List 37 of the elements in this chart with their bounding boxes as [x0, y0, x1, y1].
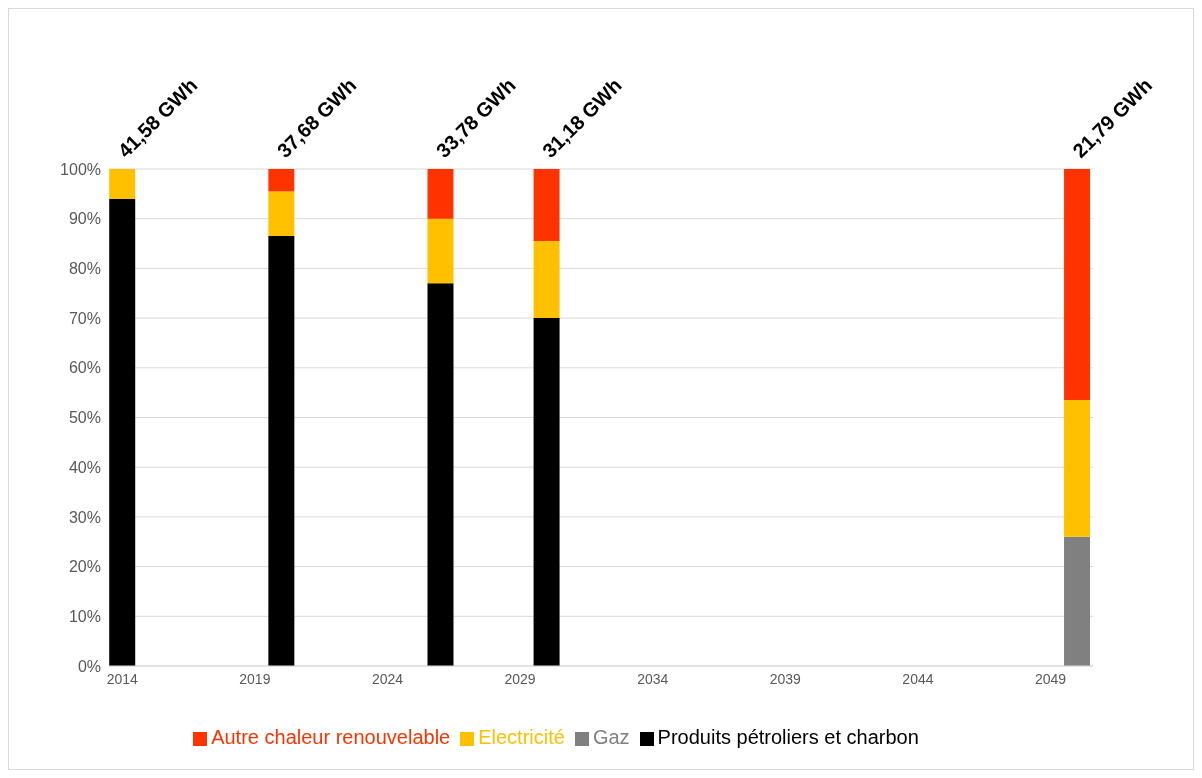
bar	[268, 236, 295, 666]
legend-label: Gaz	[592, 726, 630, 748]
legend-label: Produits pétroliers et charbon	[657, 726, 919, 748]
y-tick-label: 90%	[68, 210, 101, 228]
y-tick-label: 80%	[68, 260, 101, 278]
bar	[427, 169, 454, 219]
bar	[1064, 536, 1091, 666]
bar	[109, 198, 136, 666]
x-tick-label: 2044	[902, 670, 934, 687]
x-tick-label: 2019	[239, 670, 271, 687]
bar	[533, 318, 560, 666]
bar	[533, 241, 560, 319]
y-tick-label: 70%	[68, 309, 101, 327]
bar	[427, 218, 454, 284]
bar	[268, 191, 295, 237]
y-tick-label: 60%	[68, 359, 101, 377]
x-tick-label: 2034	[637, 670, 669, 687]
bar	[268, 169, 295, 192]
bar	[109, 169, 136, 199]
y-tick-label: 20%	[68, 558, 101, 576]
x-tick-label: 2049	[1034, 670, 1067, 687]
y-tick-label: 10%	[68, 607, 101, 625]
x-tick-label: 2014	[106, 670, 139, 687]
legend-label: Electricité	[478, 726, 565, 748]
y-tick-label: 30%	[68, 508, 101, 526]
y-tick-label: 40%	[68, 458, 101, 476]
bar	[427, 283, 454, 666]
y-tick-label: 0%	[77, 657, 101, 675]
legend-label: Autre chaleur renouvelable	[211, 726, 451, 748]
bar	[1064, 169, 1091, 401]
y-tick-label: 50%	[68, 409, 101, 427]
x-tick-label: 2039	[769, 670, 802, 687]
bar	[1064, 400, 1091, 537]
x-tick-label: 2024	[371, 670, 404, 687]
bar	[533, 169, 560, 242]
x-tick-label: 2029	[504, 670, 536, 687]
y-tick-label: 100%	[60, 160, 101, 178]
